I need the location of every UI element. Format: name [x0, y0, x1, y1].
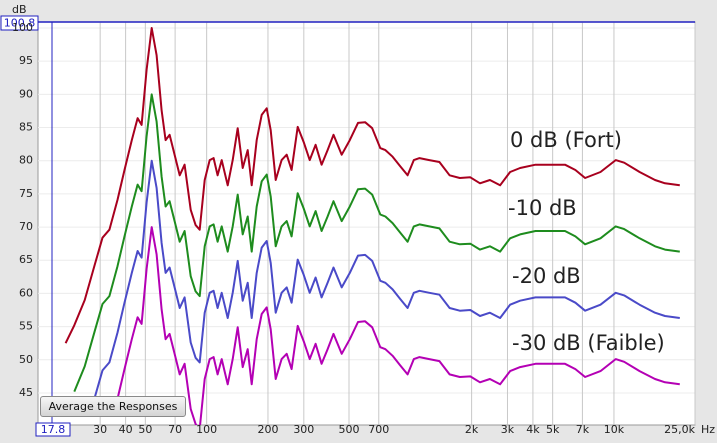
x-tick-label: 10k [604, 423, 625, 436]
x-tick-label: 40 [119, 423, 133, 436]
average-button[interactable]: Average the Responses [40, 396, 186, 417]
y-tick-label: 55 [19, 320, 33, 333]
series-label: -30 dB (Faible) [512, 331, 665, 355]
series-label: -10 dB [508, 196, 577, 220]
x-tick-label: 3k [501, 423, 515, 436]
x-tick-label: 300 [293, 423, 314, 436]
y-tick-label: 70 [19, 220, 33, 233]
response-curve [116, 226, 680, 425]
y-unit: dB [12, 3, 27, 16]
response-curve [64, 27, 680, 344]
x-tick-label: 200 [257, 423, 278, 436]
y-tick-label: 100 [12, 21, 33, 34]
y-tick-label: 60 [19, 286, 33, 299]
x-tick-label: 7k [576, 423, 590, 436]
y-tick-label: 45 [19, 386, 33, 399]
x-tick-label: 2k [465, 423, 479, 436]
y-tick-label: 95 [19, 54, 33, 67]
y-tick-label: 65 [19, 253, 33, 266]
x-limit-label: 17.8 [41, 423, 66, 436]
x-tick-label: 30 [93, 423, 107, 436]
x-tick-label: 100 [196, 423, 217, 436]
series-label: 0 dB (Fort) [510, 128, 622, 152]
response-curve [93, 159, 680, 398]
x-limit-box [35, 422, 71, 437]
y-tick-label: 85 [19, 121, 33, 134]
y-tick-label: 90 [19, 87, 33, 100]
x-tick-label: 700 [368, 423, 389, 436]
x-tick-label: 500 [339, 423, 360, 436]
y-tick-label: 50 [19, 353, 33, 366]
x-tick-label: 70 [168, 423, 182, 436]
x-unit: Hz [701, 423, 715, 436]
y-limit-box [0, 15, 39, 31]
y-limit-label: 100.8 [4, 17, 36, 30]
x-tick-label: 5k [546, 423, 560, 436]
y-tick-label: 75 [19, 187, 33, 200]
y-tick-label: 80 [19, 154, 33, 167]
x-tick-label: 50 [138, 423, 152, 436]
plot-area [37, 21, 696, 426]
x-tick-label: 4k [526, 423, 540, 436]
series-label: -20 dB [512, 264, 581, 288]
x-tick-label: 25,0k [664, 423, 695, 436]
response-curve [73, 93, 680, 392]
